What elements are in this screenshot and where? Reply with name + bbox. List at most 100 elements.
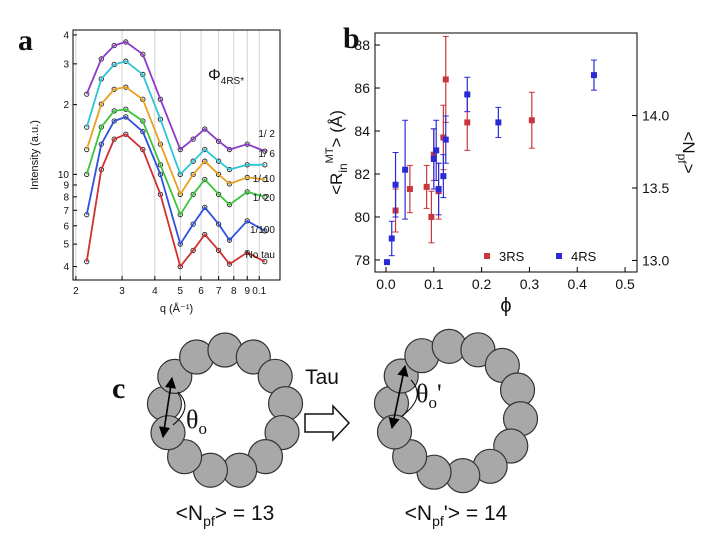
panel-label: c bbox=[112, 372, 125, 405]
x-tick-label: 3 bbox=[119, 286, 125, 297]
y-tick-label: 10 bbox=[58, 170, 70, 181]
y2-axis-label: <Npf> bbox=[675, 131, 698, 173]
protofilament bbox=[150, 415, 186, 451]
angle-arrow bbox=[158, 376, 177, 439]
data-point bbox=[440, 173, 447, 180]
data-point bbox=[430, 155, 437, 162]
angle-label: θo' bbox=[416, 379, 442, 412]
x-tick-label: 6 bbox=[198, 286, 204, 297]
x-tick-label: 4 bbox=[152, 286, 158, 297]
data-point bbox=[433, 147, 440, 154]
data-point bbox=[215, 138, 222, 144]
fit-line bbox=[85, 86, 265, 197]
series-label: 1/ 20 bbox=[253, 193, 276, 204]
x-tick-label: 0.0 bbox=[376, 276, 396, 292]
data-point bbox=[215, 221, 222, 227]
angle-arc bbox=[172, 391, 186, 426]
y2-label-tail: > bbox=[679, 164, 698, 174]
data-point bbox=[226, 237, 233, 243]
plot-frame bbox=[72, 29, 281, 281]
caption-tail: > = bbox=[215, 502, 251, 525]
legend-title: Φ4RS* bbox=[208, 67, 244, 87]
fit-line bbox=[85, 115, 266, 247]
data-point bbox=[435, 186, 442, 193]
y-label-base: <R bbox=[327, 173, 346, 195]
data-point bbox=[383, 259, 390, 266]
series-label: 1/ 10 bbox=[253, 174, 276, 185]
y-label-sup: MT bbox=[324, 147, 336, 163]
x-axis-label: q (Å⁻¹) bbox=[160, 302, 193, 315]
data-point bbox=[226, 261, 233, 267]
series-label: 1/ 2 bbox=[258, 129, 275, 140]
data-point bbox=[202, 126, 208, 132]
data-point bbox=[190, 247, 196, 253]
caption: <Npf'> = 14 bbox=[405, 502, 508, 529]
y-tick-label: 88 bbox=[354, 37, 370, 53]
fit-line bbox=[85, 40, 266, 152]
angle-symbol: θ bbox=[416, 379, 428, 408]
y-tick-label: 4 bbox=[63, 30, 69, 41]
y-tick-label: 84 bbox=[354, 123, 370, 139]
angle-label: θo bbox=[186, 405, 207, 438]
data-point bbox=[423, 183, 430, 190]
plot-frame bbox=[374, 32, 638, 273]
data-point bbox=[392, 181, 399, 188]
x-tick-label: 0.1 bbox=[424, 276, 444, 292]
fit-line bbox=[85, 108, 266, 217]
legend-title-sub: 4RS* bbox=[221, 76, 244, 87]
x-tick-label: 0.3 bbox=[520, 276, 540, 292]
caption-count: 14 bbox=[484, 502, 508, 525]
caption: <Npf> = 13 bbox=[176, 502, 275, 529]
data-point bbox=[406, 186, 413, 193]
x-tick-label: 0.2 bbox=[472, 276, 492, 292]
caption-count: 13 bbox=[251, 502, 274, 525]
data-point bbox=[402, 166, 409, 173]
data-point bbox=[215, 247, 222, 253]
data-point bbox=[262, 228, 268, 234]
y-axis-label: Intensity (a.u.) bbox=[29, 120, 41, 190]
data-point bbox=[262, 259, 268, 265]
data-point bbox=[428, 213, 435, 220]
data-point bbox=[190, 158, 196, 164]
x-tick-label: 2 bbox=[73, 286, 79, 297]
y-tick-label: 6 bbox=[63, 221, 69, 232]
y-tick-label: 2 bbox=[63, 100, 69, 111]
y-label-sub: in bbox=[336, 163, 350, 172]
x-tick-label: 9 bbox=[244, 286, 250, 297]
arrow-label: Tau bbox=[305, 366, 339, 389]
x-tick-label: 5 bbox=[177, 286, 183, 297]
caption-sub: pf bbox=[203, 513, 215, 529]
data-point bbox=[190, 221, 196, 227]
caption-sub: pf bbox=[432, 513, 444, 529]
data-point bbox=[442, 136, 449, 143]
x-tick-label: 0.4 bbox=[568, 276, 588, 292]
data-point bbox=[202, 158, 208, 164]
legend-label: 3RS bbox=[499, 249, 525, 264]
legend-marker bbox=[556, 253, 562, 259]
y-label-tail: > (Å) bbox=[327, 110, 346, 147]
caption-base: <N bbox=[176, 502, 203, 525]
x-tick-label: 0.5 bbox=[615, 276, 635, 292]
fit-line bbox=[85, 133, 266, 269]
angle-arc bbox=[401, 379, 418, 417]
data-point bbox=[215, 171, 222, 178]
y-tick-label: 82 bbox=[354, 166, 370, 182]
y2-tick-label: 13.0 bbox=[642, 252, 669, 268]
series-label: 1/100 bbox=[250, 225, 275, 236]
data-point bbox=[190, 171, 196, 178]
data-point bbox=[215, 191, 222, 197]
x-tick-label: 0.1 bbox=[252, 286, 266, 297]
panel-label: b bbox=[343, 22, 360, 55]
data-point bbox=[244, 249, 250, 256]
data-point bbox=[495, 119, 502, 126]
data-point bbox=[202, 146, 208, 153]
data-point bbox=[202, 176, 208, 183]
data-point bbox=[202, 231, 208, 238]
fit-line bbox=[85, 60, 265, 177]
y2-tick-label: 13.5 bbox=[642, 180, 669, 196]
transition-arrow bbox=[304, 404, 351, 442]
data-point bbox=[442, 76, 449, 83]
angle-tail: ' bbox=[437, 379, 442, 408]
data-point bbox=[190, 191, 196, 197]
